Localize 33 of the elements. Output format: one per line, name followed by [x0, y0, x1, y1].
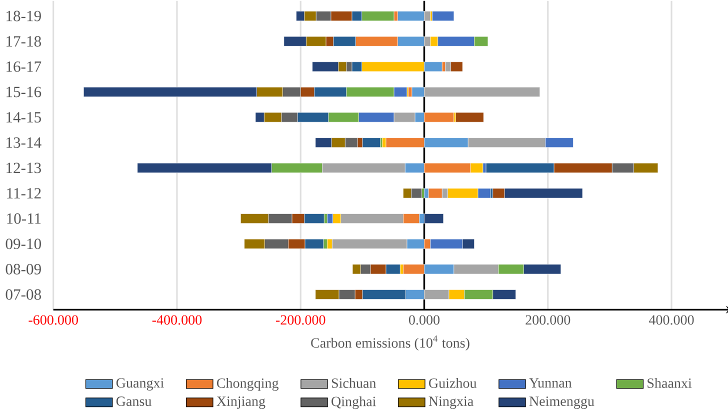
legend-label: Guangxi — [116, 378, 164, 391]
x-tick-label: -200.000 — [276, 315, 326, 325]
bar — [362, 138, 381, 148]
bar — [456, 112, 484, 122]
x-tick-label: -400.000 — [152, 315, 202, 325]
y-tick-label: 16-17 — [6, 62, 42, 72]
legend-label: Shaanxi — [648, 378, 692, 388]
y-tick-label: 08-09 — [6, 264, 41, 275]
legend-label: Ningxia — [428, 396, 474, 410]
legend-label: Chongqing — [216, 378, 279, 391]
legend-label: Guizhou — [429, 378, 477, 388]
legend-label: Neimenggu — [529, 396, 594, 410]
y-tick-label: 09-10 — [6, 238, 42, 250]
legend-label: Qinghai — [332, 396, 376, 410]
y-tick-label: 10-11 — [7, 213, 41, 224]
legend-label: Gansu — [116, 396, 152, 406]
legend-label: Sichuan — [332, 378, 376, 388]
x-tick-label: 200.000 — [526, 315, 570, 325]
y-tick-label: 11-12 — [7, 188, 41, 199]
y-tick-label: 17-18 — [6, 36, 42, 47]
x-axis-title: Carbon emissions (10$^{4}$ tons) — [311, 336, 470, 351]
y-tick-label: 13-14 — [6, 138, 42, 148]
x-tick-label: -600.000 — [28, 315, 78, 325]
y-tick-label: 07-08 — [6, 289, 42, 300]
y-tick-label: 14-15 — [6, 112, 41, 123]
bar — [432, 11, 454, 22]
x-tick-label: 400.000 — [648, 315, 694, 325]
legend-label: Xinjiang — [216, 396, 266, 410]
y-tick-label: 12-13 — [6, 162, 41, 174]
x-tick-label: 0.000 — [408, 315, 440, 325]
y-tick-label: 15-16 — [6, 86, 42, 98]
y-tick-label: 18-19 — [6, 10, 41, 22]
legend-label: Yunnan — [529, 378, 572, 388]
